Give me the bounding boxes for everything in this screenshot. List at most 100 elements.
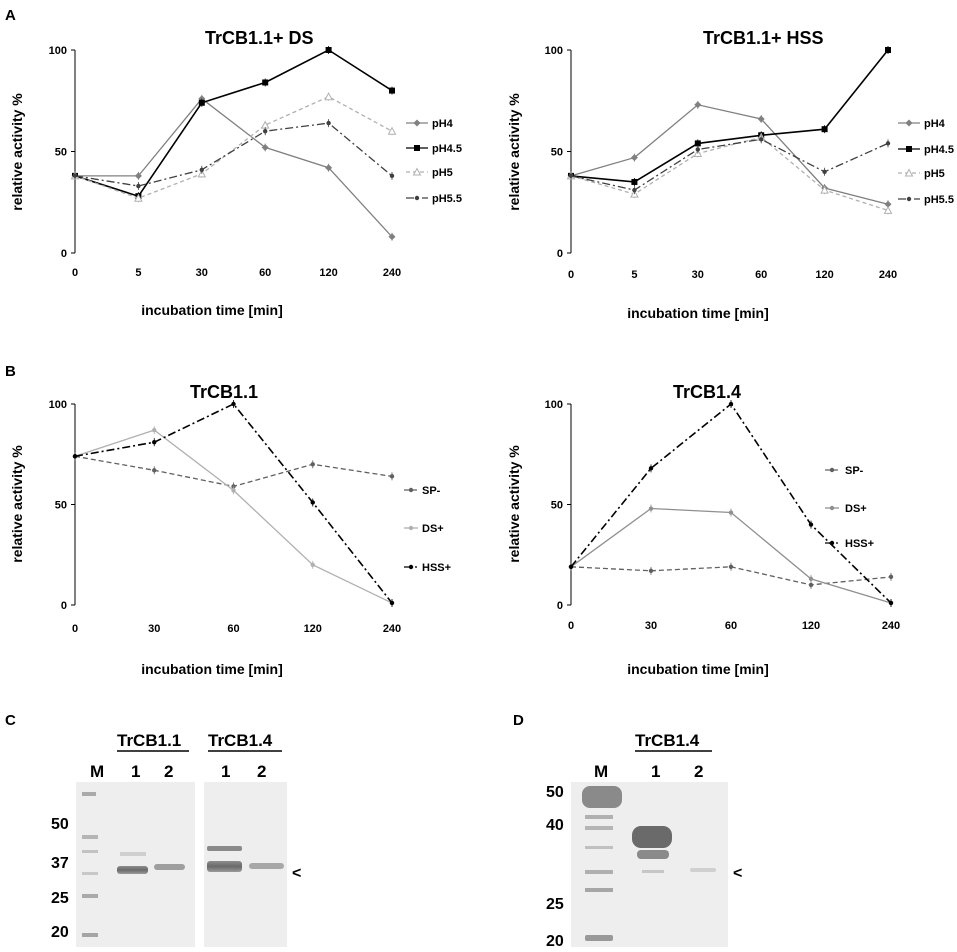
x-axis-label: incubation time [min] [141,661,283,677]
legend-entry-ph5: pH5 [406,167,453,179]
legend-entry-ph5: pH5 [898,168,945,180]
gel-c-band [249,863,284,869]
data-point-ph5-5 [822,169,827,174]
gel-c-band [207,846,242,851]
gel-d-ladder-band [585,888,613,892]
gel-d-band [632,826,672,848]
x-tick-label: 0 [568,269,574,281]
legend-label: pH5.5 [924,194,954,206]
x-tick-label: 60 [227,623,239,635]
series-ph5-5 [72,119,395,191]
legend-marker [413,119,421,127]
chart-trcb11: TrCB1.1 0 50 100 0 30 60 120 240 relative activit… [9,382,451,677]
gel-d-marker-20: 20 [546,933,564,950]
panel-label-c: C [5,712,16,729]
data-point-sp [310,462,315,467]
x-tick-label: 240 [882,620,900,632]
y-axis-label: relative activity % [506,93,522,211]
series-line-ph5-5 [570,138,889,191]
gel-c-marker-37: 37 [51,855,69,872]
gel-d-band [637,850,669,859]
data-point-ph4 [884,200,892,208]
gel-d-lane-2: 2 [694,762,703,781]
data-point-ph4-5 [262,79,269,86]
y-tick-label: 0 [557,248,563,260]
gel-c-marker-25: 25 [51,890,69,907]
gel-d-ladder-band [585,870,613,874]
data-point-ph4 [325,164,333,172]
y-axis-label: relative activity % [506,445,522,563]
x-tick-label: 30 [692,269,704,281]
data-point-hss [648,466,654,471]
legend-label: HSS+ [845,538,874,550]
gel-c-lane-1a: 1 [131,762,140,781]
gel-c-ladder-band [82,872,98,875]
gel-d-band [690,868,716,872]
data-point-ph5 [134,193,143,202]
legend-entry-ph5-5: pH5.5 [898,194,954,206]
legend-marker [408,525,414,531]
legend-marker [905,119,913,127]
series-ph4 [567,100,892,209]
legend-marker [408,564,414,570]
gel-d-arrow-icon: < [733,865,742,882]
data-point-ph4-5 [389,87,395,94]
y-tick-label: 100 [49,45,67,57]
y-axis-label: relative activity % [9,445,25,563]
gel-c-group-trcb11: TrCB1.1 [117,731,181,750]
gel-c-arrow-icon: < [292,865,301,882]
x-tick-label: 120 [304,623,322,635]
data-point-ds [310,562,315,567]
gel-d-band [642,870,664,873]
legend-marker [414,145,420,151]
gel-c-group-trcb14: TrCB1.4 [208,731,273,750]
data-point-hss [728,401,734,407]
series-ph5 [566,132,893,215]
y-tick-label: 50 [55,500,67,512]
series-ph4 [71,94,396,241]
series-line-sp [74,455,393,488]
y-tick-label: 100 [545,399,563,411]
series-sp [72,452,395,491]
legend-label: pH4.5 [432,143,462,155]
gel-c-band [120,852,146,856]
panel-label-a: A [5,7,16,24]
legend-label: SP- [422,485,441,497]
series-line-ph4 [570,104,889,205]
x-tick-label: 30 [196,267,208,279]
data-point-sp [152,468,157,473]
series-line-ds [74,429,393,604]
data-point-ph4-5 [821,126,828,133]
gel-c-band [207,861,242,872]
data-point-ph5-5 [136,183,141,189]
x-tick-label: 240 [383,623,401,635]
legend-label: DS+ [845,503,867,515]
legend-entry-ph4: pH4 [406,118,454,130]
y-tick-label: 0 [61,248,67,260]
y-tick-label: 50 [551,147,563,159]
x-tick-label: 60 [755,269,767,281]
data-point-ph5 [820,185,829,194]
legend-marker [829,505,835,511]
y-tick-label: 100 [49,399,67,411]
data-point-ph5-5 [759,137,764,142]
legend-marker [414,195,420,201]
gel-c-band [117,866,148,874]
legend-entry-hss: HSS+ [404,562,451,574]
x-axis-label: incubation time [min] [627,661,769,677]
gel-d-ladder-band [582,786,622,808]
legend-entry-ds: DS+ [404,523,444,535]
data-point-ph5 [260,120,270,129]
x-tick-label: 120 [815,269,833,281]
x-tick-label: 0 [568,620,574,632]
data-point-ph5-5 [885,141,891,146]
chart-title: TrCB1.4 [673,382,741,402]
data-point-hss [888,600,894,606]
gel-d-lane-1: 1 [651,762,660,781]
y-tick-label: 0 [61,600,67,612]
legend-marker [829,540,835,546]
x-tick-label: 0 [72,267,78,279]
gel-panel-d: TrCB1.4 M 1 2 50 40 25 20 < [546,731,742,950]
data-point-hss [310,500,315,505]
chart-title: TrCB1.1 [190,382,258,402]
